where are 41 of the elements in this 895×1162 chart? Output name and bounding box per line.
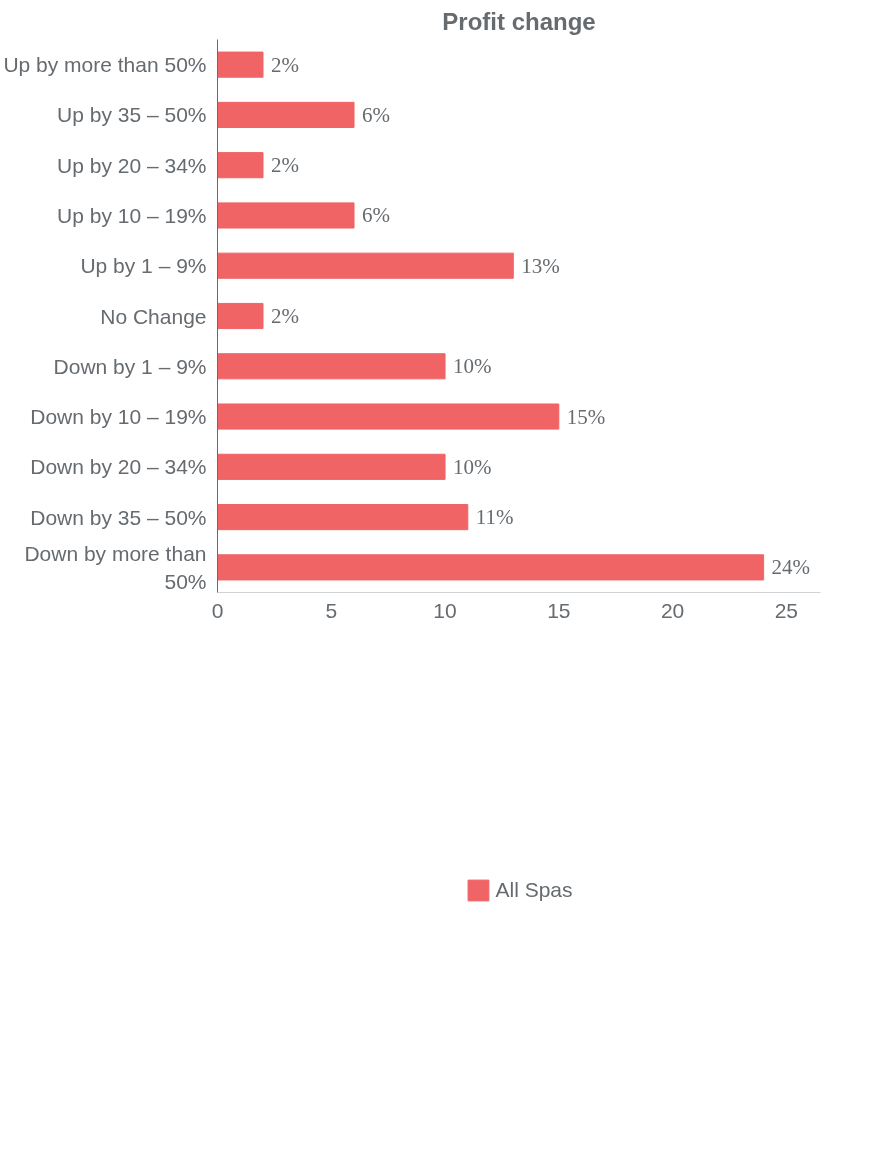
chart-title: Profit change bbox=[442, 7, 596, 35]
x-tick-label: 0 bbox=[211, 598, 224, 622]
bar bbox=[217, 152, 264, 179]
y-tick-label: Up by more than 50% bbox=[3, 53, 207, 77]
bar bbox=[217, 202, 355, 229]
x-tick-label: 5 bbox=[325, 598, 338, 622]
y-tick-label: Up by 10 – 19% bbox=[57, 203, 207, 227]
data-label: 13% bbox=[521, 253, 560, 278]
bar bbox=[217, 554, 765, 581]
x-tick-label: 10 bbox=[433, 598, 457, 622]
data-label: 6% bbox=[362, 203, 391, 228]
legend-label: All Spas bbox=[495, 878, 573, 902]
bar bbox=[217, 101, 355, 128]
data-label: 6% bbox=[362, 102, 391, 127]
y-tick-label: Down by 10 – 19% bbox=[30, 405, 207, 429]
y-tick-label: No Change bbox=[100, 304, 207, 328]
bar bbox=[217, 504, 469, 531]
bar bbox=[217, 453, 446, 480]
data-label: 2% bbox=[271, 304, 300, 328]
data-label: 2% bbox=[271, 153, 300, 178]
y-tick-label: Up by 35 – 50% bbox=[57, 103, 207, 127]
y-tick-label: Down by 20 – 34% bbox=[30, 455, 207, 479]
data-label: 24% bbox=[771, 555, 811, 580]
y-tick-label: Down by more than 50% bbox=[24, 542, 207, 593]
data-label: 2% bbox=[271, 52, 300, 77]
bar bbox=[217, 403, 560, 430]
y-tick-label: Down by 1 – 9% bbox=[53, 354, 207, 378]
x-tick-label: 15 bbox=[547, 598, 571, 622]
data-label: 10% bbox=[453, 354, 492, 379]
bar bbox=[217, 252, 514, 279]
x-tick-label: 25 bbox=[774, 598, 799, 622]
x-tick-label: 20 bbox=[660, 598, 685, 622]
y-tick-label: Down by 35 – 50% bbox=[30, 505, 207, 529]
bar bbox=[217, 51, 264, 78]
bar bbox=[217, 353, 446, 380]
data-label: 11% bbox=[475, 505, 514, 530]
y-tick-label: Up by 20 – 34% bbox=[57, 153, 207, 177]
bar bbox=[217, 302, 264, 330]
y-tick-label: Up by 1 – 9% bbox=[80, 254, 207, 278]
data-label: 15% bbox=[566, 404, 606, 429]
data-label: 10% bbox=[453, 454, 492, 479]
